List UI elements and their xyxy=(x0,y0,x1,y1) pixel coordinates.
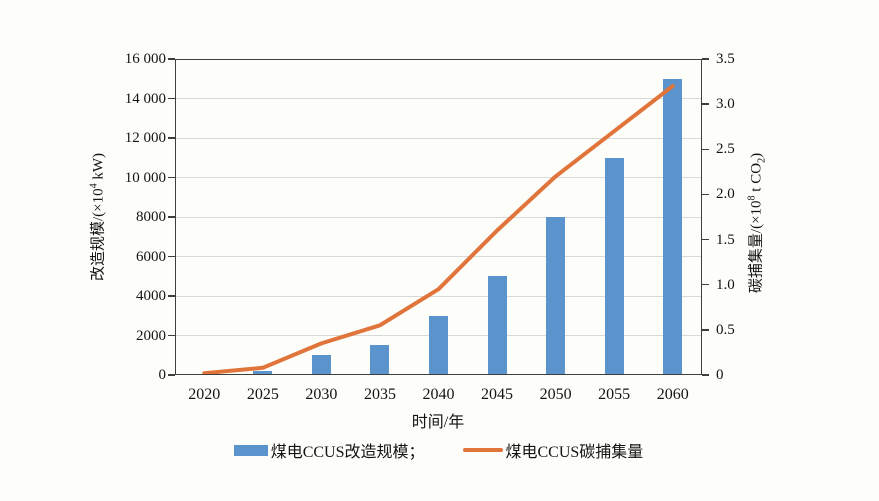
right-y-axis-title-post: ) xyxy=(748,152,765,158)
x-axis-tick-label: 2020 xyxy=(188,386,221,403)
left-axis-tick-label: 6000 xyxy=(136,248,166,265)
right-axis-tick-label: 2.0 xyxy=(716,186,735,203)
left-axis-tick xyxy=(168,97,175,100)
right-y-axis-title: 碳捕集量/(×108 t CO2) xyxy=(745,153,768,293)
left-y-axis-title-post: kW) xyxy=(90,152,107,184)
grid-line xyxy=(175,216,702,218)
left-axis-tick-label: 0 xyxy=(158,367,167,383)
left-axis-tick-label: 10 000 xyxy=(124,169,166,186)
left-axis-tick xyxy=(168,255,175,258)
right-axis-tick-label: 3.0 xyxy=(716,96,735,113)
right-axis-tick-label: 1.0 xyxy=(716,276,735,293)
grid-line xyxy=(175,177,702,178)
right-axis-tick xyxy=(702,238,709,241)
left-axis-tick-label: 16 000 xyxy=(124,51,166,67)
right-axis-tick-label: 3.5 xyxy=(716,51,735,67)
right-axis-tick xyxy=(702,284,709,286)
right-axis-tick-label: 0 xyxy=(716,367,724,383)
right-y-axis-title-mid: t CO xyxy=(748,162,765,196)
x-axis-tick-label: 2060 xyxy=(656,386,689,403)
x-axis-tick-label: 2025 xyxy=(246,386,279,403)
right-axis-tick xyxy=(702,148,709,150)
right-axis-tick xyxy=(702,374,709,376)
x-axis-title: 时间/年 xyxy=(411,414,465,431)
right-axis-tick-label: 1.5 xyxy=(716,231,735,248)
right-y-axis-title-sup: 8 xyxy=(746,195,758,201)
left-axis-tick xyxy=(168,374,175,376)
bar-2045 xyxy=(487,276,507,375)
left-axis-tick-label: 14 000 xyxy=(124,90,166,107)
bar-2050 xyxy=(546,217,566,375)
right-axis-tick xyxy=(702,193,709,196)
right-axis-tick-label: 0.5 xyxy=(716,321,735,338)
right-axis-tick-label: 2.5 xyxy=(716,141,735,158)
grid-line xyxy=(175,295,702,297)
grid-line xyxy=(175,137,702,139)
bar-2030 xyxy=(311,355,331,375)
left-y-axis-title-pre: 改造规模/(×10 xyxy=(90,188,107,282)
left-axis-tick-label: 4000 xyxy=(136,288,166,304)
left-axis-tick-label: 12 000 xyxy=(124,130,166,146)
legend-label-bar-series: 煤电CCUS改造规模； xyxy=(270,444,425,461)
bar-series-swatch xyxy=(233,444,268,456)
legend-item-bar-series: 煤电CCUS改造规模； xyxy=(233,438,425,462)
left-axis-tick xyxy=(168,58,175,60)
chart-legend: 煤电CCUS改造规模； 煤电CCUS碳捕集量 xyxy=(175,438,702,462)
left-axis-tick xyxy=(168,295,175,297)
left-y-axis-title: 改造规模/(×104 kW) xyxy=(87,153,108,281)
left-axis-tick xyxy=(168,176,175,179)
left-y-axis-title-sup: 4 xyxy=(88,183,100,189)
bar-2055 xyxy=(604,157,624,375)
right-y-axis-title-sub: 2 xyxy=(756,157,768,163)
right-axis-tick xyxy=(702,58,709,60)
bar-2040 xyxy=(429,315,448,375)
x-axis-tick-label: 2050 xyxy=(539,386,572,403)
bar-2025 xyxy=(253,371,273,375)
carbon-capture-line xyxy=(202,84,675,375)
line-series-swatch xyxy=(462,448,503,452)
x-axis-tick-label: 2045 xyxy=(481,386,514,403)
right-axis-tick xyxy=(702,103,709,105)
left-axis-tick xyxy=(168,334,175,337)
left-axis-tick xyxy=(168,137,175,139)
grid-line xyxy=(175,256,702,257)
x-axis-tick-label: 2035 xyxy=(363,386,396,403)
left-axis-tick-label: 2000 xyxy=(136,327,166,344)
right-axis-tick xyxy=(702,329,709,331)
bar-2035 xyxy=(370,345,390,375)
left-axis-tick xyxy=(168,216,175,218)
x-axis-tick-label: 2030 xyxy=(305,386,338,403)
legend-item-line-series: 煤电CCUS碳捕集量 xyxy=(462,438,644,462)
right-y-axis-title-pre: 碳捕集量/(×10 xyxy=(748,200,765,294)
grid-line xyxy=(175,98,702,99)
x-axis-tick-label: 2040 xyxy=(422,386,455,403)
left-axis-tick-label: 8000 xyxy=(136,209,166,225)
x-axis-tick-label: 2055 xyxy=(598,386,631,403)
bar-2060 xyxy=(663,78,683,375)
legend-label-line-series: 煤电CCUS碳捕集量 xyxy=(505,444,644,461)
